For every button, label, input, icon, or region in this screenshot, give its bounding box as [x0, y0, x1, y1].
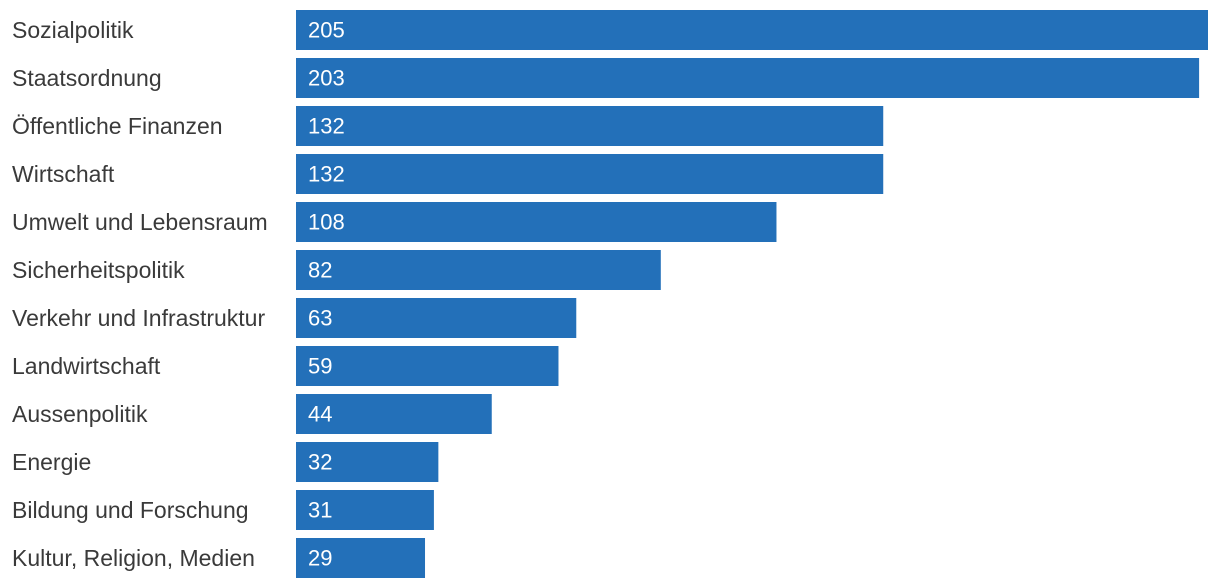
bar — [296, 58, 1200, 98]
category-label: Öffentliche Finanzen — [12, 113, 223, 139]
value-label: 63 — [308, 306, 332, 331]
bar — [296, 298, 577, 338]
bar — [296, 346, 559, 386]
bar-row: Energie 32 — [12, 442, 439, 482]
value-label: 31 — [308, 498, 332, 523]
bar-row: Staatsordnung 203 — [12, 58, 1200, 98]
bars-group: Sozialpolitik 205 Staatsordnung 203 Öffentli… — [12, 10, 1208, 578]
bar-row: Umwelt und Lebensraum 108 — [12, 202, 777, 242]
bar — [296, 394, 492, 434]
value-label: 205 — [308, 18, 345, 43]
value-label: 59 — [308, 354, 332, 379]
value-label: 132 — [308, 162, 345, 187]
bar — [296, 10, 1208, 50]
value-label: 29 — [308, 546, 332, 571]
bar — [296, 154, 884, 194]
category-label: Sozialpolitik — [12, 17, 134, 43]
bar-row: Kultur, Religion, Medien 29 — [12, 538, 426, 578]
category-label: Verkehr und Infrastruktur — [12, 305, 265, 331]
bar-row: Bildung und Forschung 31 — [12, 490, 434, 530]
value-label: 44 — [308, 402, 332, 427]
bar — [296, 202, 777, 242]
bar-row: Sicherheitspolitik 82 — [12, 250, 661, 290]
bar-row: Verkehr und Infrastruktur 63 — [12, 298, 577, 338]
value-label: 132 — [308, 114, 345, 139]
value-label: 32 — [308, 450, 332, 475]
bar-row: Landwirtschaft 59 — [12, 346, 559, 386]
bar — [296, 442, 439, 482]
value-label: 108 — [308, 210, 345, 235]
category-label: Bildung und Forschung — [12, 497, 249, 523]
category-label: Umwelt und Lebensraum — [12, 209, 268, 235]
bar — [296, 490, 434, 530]
bar-row: Aussenpolitik 44 — [12, 394, 492, 434]
value-label: 82 — [308, 258, 332, 283]
category-label: Wirtschaft — [12, 161, 115, 187]
bar-row: Wirtschaft 132 — [12, 154, 884, 194]
category-label: Energie — [12, 449, 91, 475]
category-label: Sicherheitspolitik — [12, 257, 185, 283]
bar — [296, 106, 884, 146]
bar — [296, 538, 426, 578]
category-label: Aussenpolitik — [12, 401, 148, 427]
category-label: Staatsordnung — [12, 65, 162, 91]
value-label: 203 — [308, 66, 345, 91]
category-label: Kultur, Religion, Medien — [12, 545, 255, 571]
bar-row: Sozialpolitik 205 — [12, 10, 1208, 50]
bar-row: Öffentliche Finanzen 132 — [12, 106, 884, 146]
category-label: Landwirtschaft — [12, 353, 161, 379]
bar — [296, 250, 661, 290]
